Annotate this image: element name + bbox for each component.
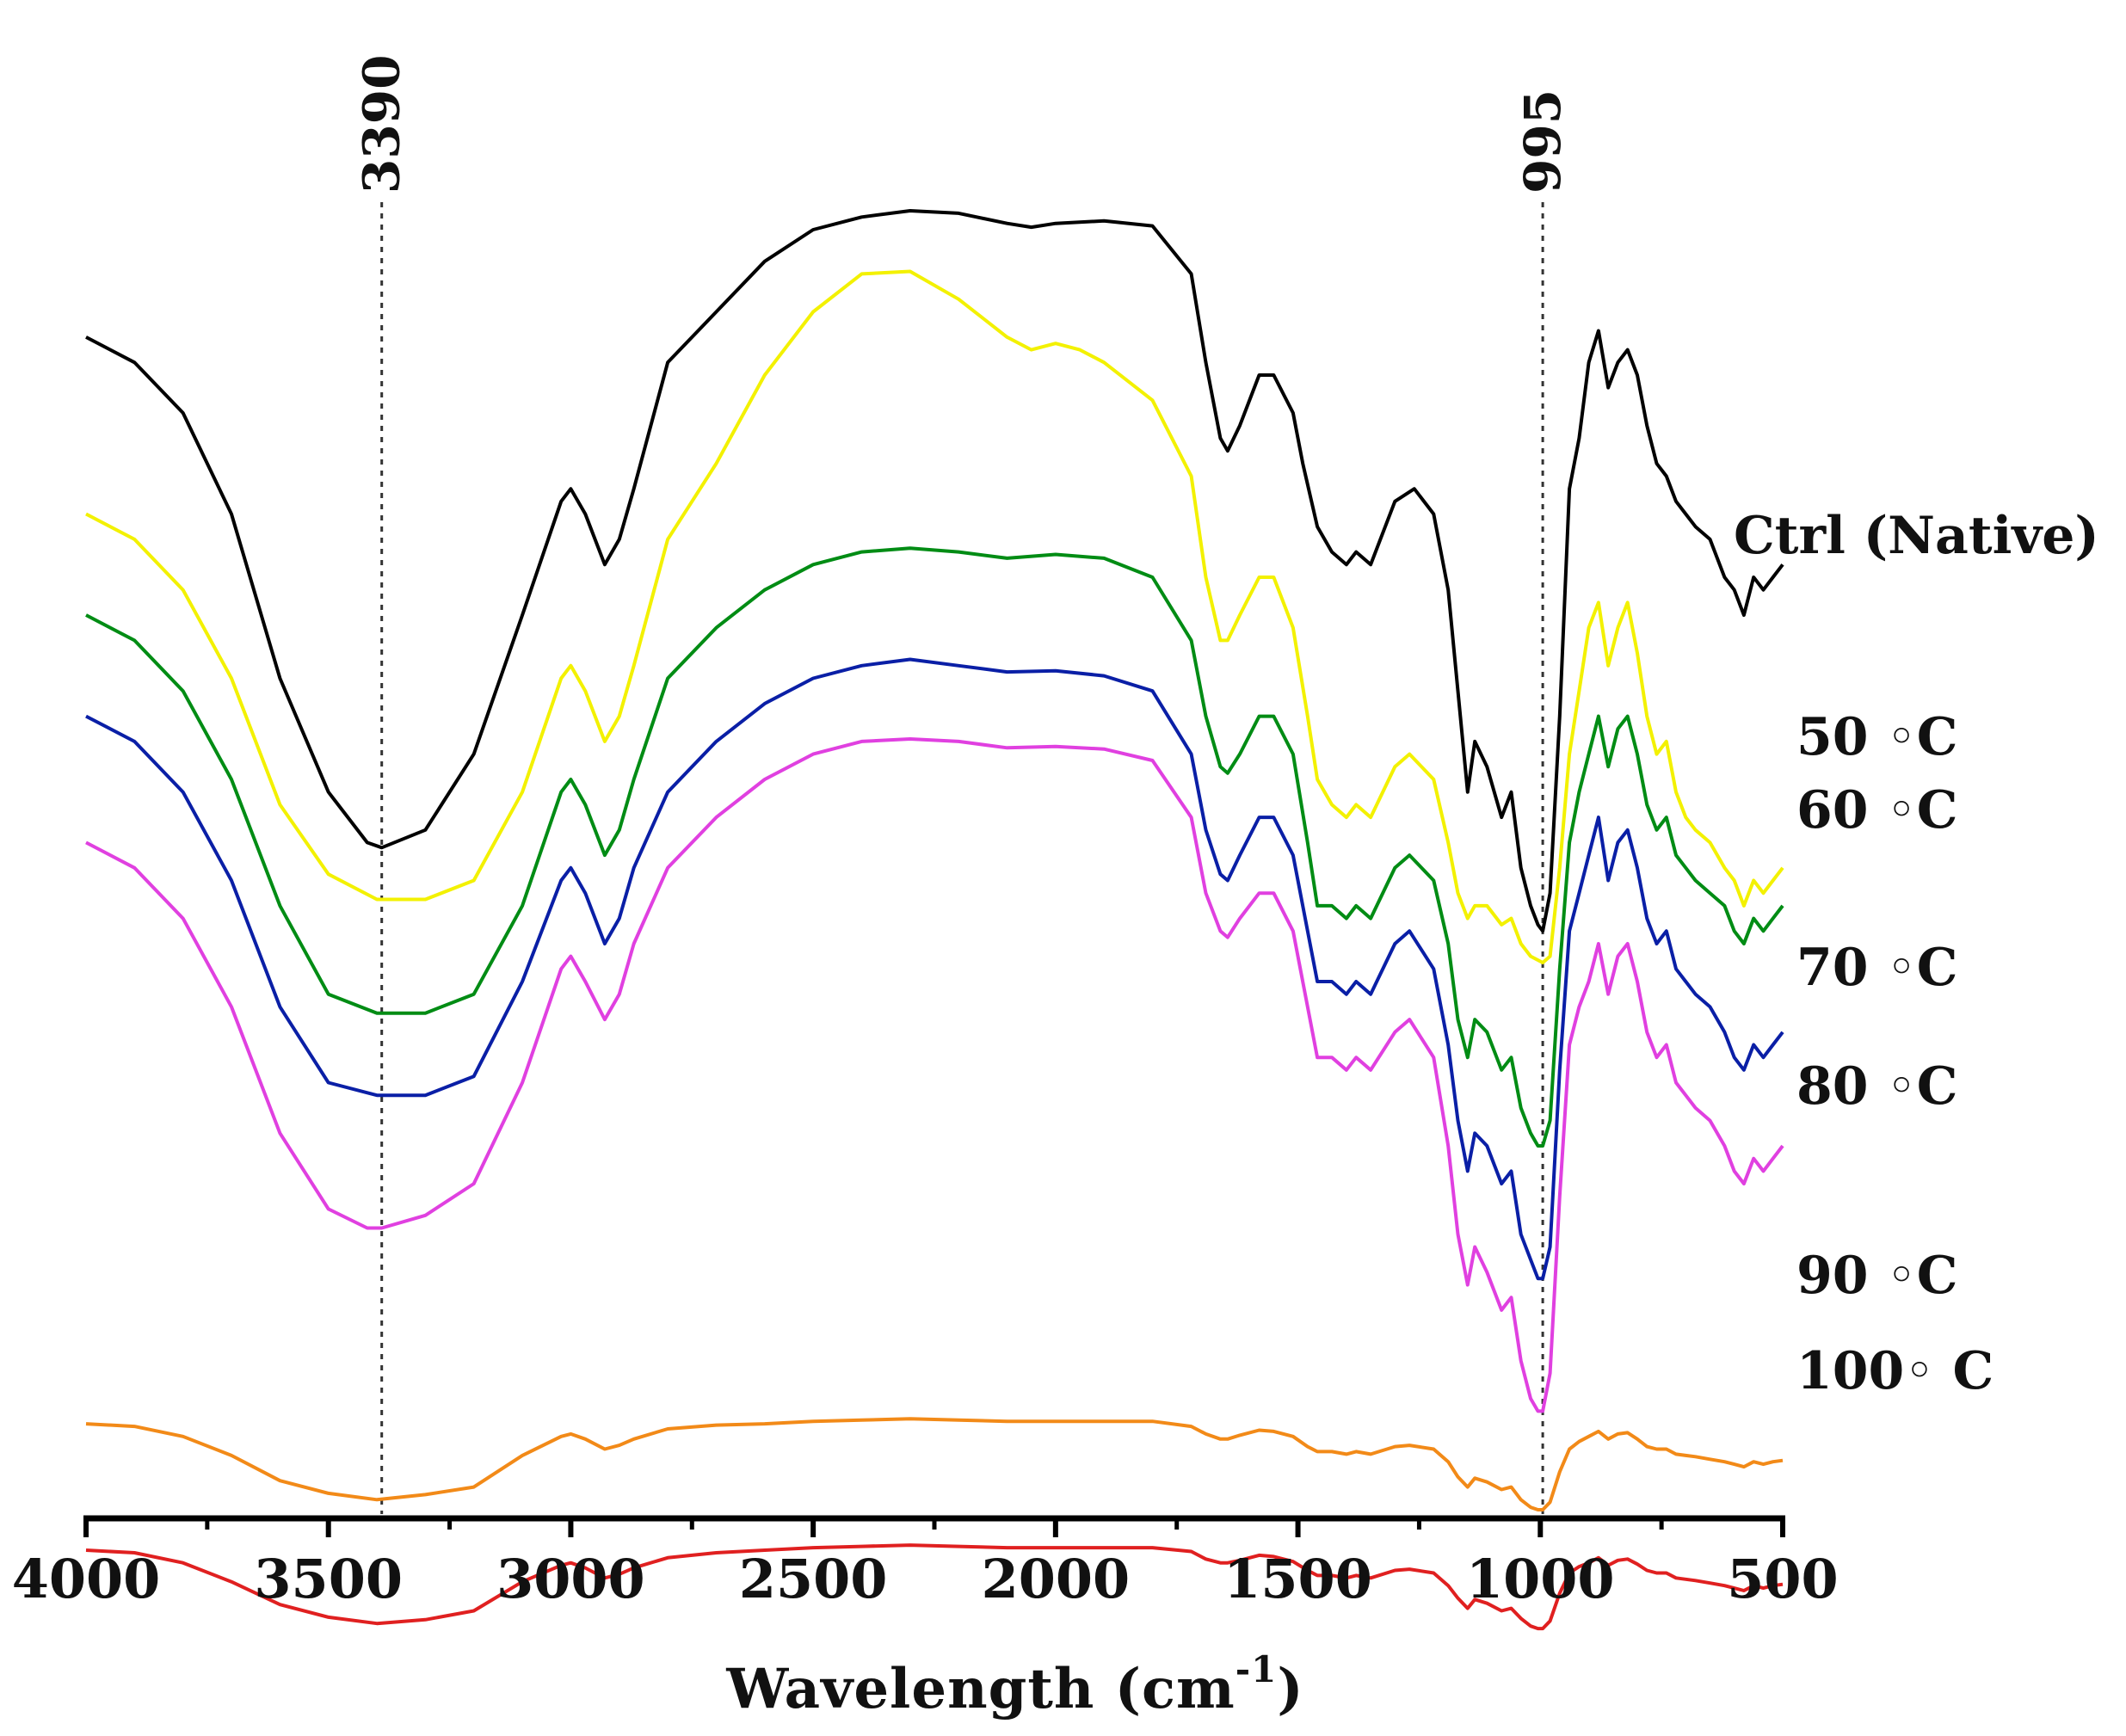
series-label-100c: 100◦ C xyxy=(1796,1341,1994,1401)
series-line-4 xyxy=(85,737,1784,1413)
reference-lines: 3390 995 xyxy=(353,55,1572,1514)
x-tick-label: 4000 xyxy=(12,1548,161,1610)
series-line-1 xyxy=(85,269,1784,964)
series-line-0 xyxy=(85,209,1784,933)
x-tick-label: 3000 xyxy=(496,1548,645,1610)
x-tick-label: 2500 xyxy=(739,1548,888,1610)
x-tick-label: 2000 xyxy=(982,1548,1131,1610)
x-axis: 4000 3500 3000 2500 2000 1500 1000 500 xyxy=(12,1515,1839,1610)
series-label-90c: 90 ◦C xyxy=(1796,1246,1958,1306)
series-label-70c: 70 ◦C xyxy=(1796,938,1958,998)
x-tick-label: 3500 xyxy=(254,1548,403,1610)
series-lines xyxy=(85,209,1784,1631)
series-labels: Ctrl (Native) 50 ◦C 60 ◦C 70 ◦C 80 ◦C 90… xyxy=(1734,506,2099,1401)
x-axis-title: Wavelength (cm-1) xyxy=(725,1648,1303,1721)
x-tick-label: 500 xyxy=(1727,1548,1838,1610)
series-line-6 xyxy=(85,1543,1784,1631)
x-tick-label: 1000 xyxy=(1466,1548,1615,1610)
series-line-5 xyxy=(85,1417,1784,1511)
series-label-80c: 80 ◦C xyxy=(1796,1056,1958,1117)
series-label-50c: 50 ◦C xyxy=(1796,707,1958,767)
series-label-60c: 60 ◦C xyxy=(1796,780,1958,840)
x-tick-label: 1500 xyxy=(1223,1548,1372,1610)
series-line-2 xyxy=(85,546,1784,1148)
series-line-3 xyxy=(85,657,1784,1281)
reference-label-995: 995 xyxy=(1513,89,1572,194)
series-label-ctrl: Ctrl (Native) xyxy=(1734,506,2099,566)
reference-label-3390: 3390 xyxy=(353,55,411,194)
